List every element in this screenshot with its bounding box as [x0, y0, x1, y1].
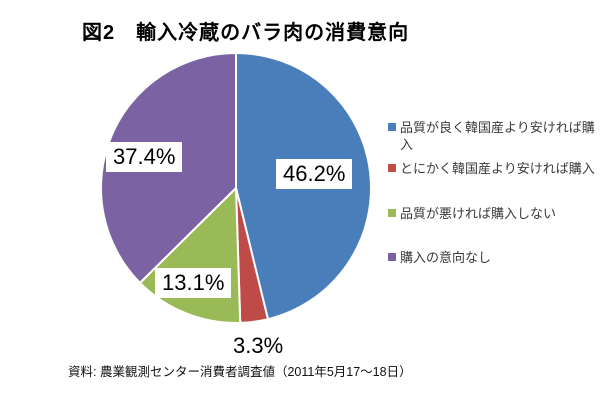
legend-swatch-purple: [388, 253, 396, 261]
data-label-slice-1: 46.2%: [276, 159, 353, 190]
data-label-slice-2: 3.3%: [233, 333, 284, 358]
legend-swatch-green: [388, 209, 396, 217]
legend-label: 品質が悪ければ購入しない: [400, 206, 557, 221]
legend-swatch-red: [388, 164, 396, 172]
legend-item-no-buy-if-bad-quality: 品質が悪ければ購入しない: [388, 205, 596, 222]
source-note: 資料: 農業観測センター消費者調査値（2011年5月17～18日）: [68, 365, 412, 379]
data-label-slice-3: 13.1%: [155, 268, 232, 299]
legend-item-no-intention-to-buy: 購入の意向なし: [388, 249, 596, 266]
data-label-slice-4: 37.4%: [106, 142, 183, 173]
legend-label: 購入の意向なし: [400, 250, 492, 265]
legend-item-buy-if-cheaper-anyway: とにかく韓国産より安ければ購入: [388, 160, 596, 177]
legend: 品質が良く韓国産より安ければ購入 とにかく韓国産より安ければ購入 品質が悪ければ…: [388, 0, 610, 415]
legend-item-buy-if-cheaper-good-quality: 品質が良く韓国産より安ければ購入: [388, 119, 596, 153]
legend-label: とにかく韓国産より安ければ購入: [400, 161, 595, 176]
chart-title: 図2 輸入冷蔵のバラ肉の消費意向: [82, 22, 410, 44]
legend-swatch-blue: [388, 123, 396, 131]
legend-label: 品質が良く韓国産より安ければ購入: [400, 120, 595, 152]
